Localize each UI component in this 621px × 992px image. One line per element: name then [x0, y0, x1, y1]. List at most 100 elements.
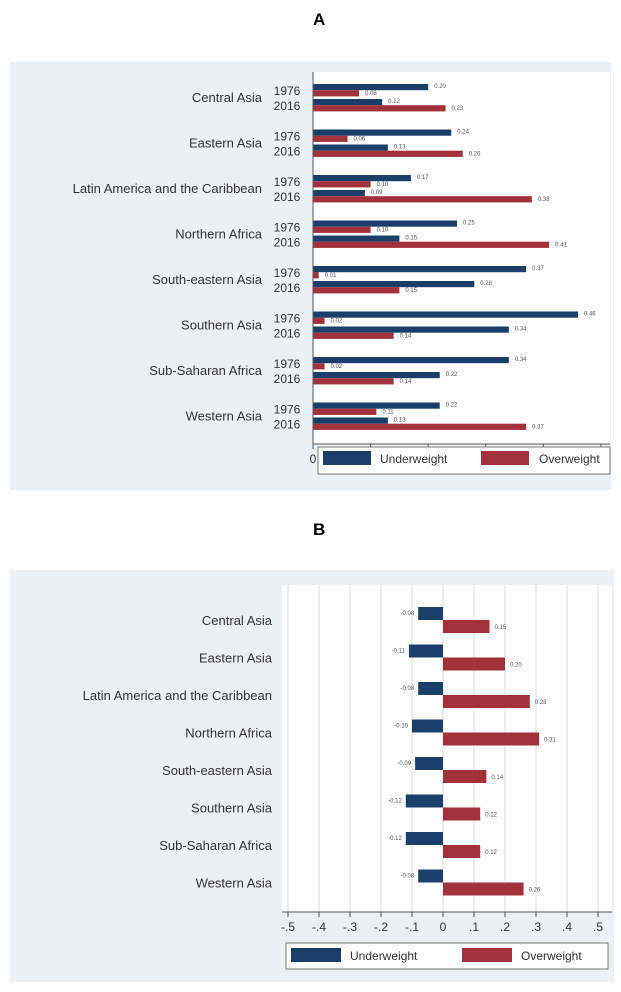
bar-underweight-2016	[313, 144, 388, 151]
year-label: 2016	[274, 281, 301, 295]
bar-underweight-1976	[313, 129, 452, 136]
bar-overweight-1976	[313, 363, 325, 370]
x-tick-label: -.3	[343, 920, 357, 934]
value-label: 0.41	[555, 243, 567, 249]
value-label: -0.08	[401, 874, 415, 880]
value-label: 0.14	[400, 379, 412, 385]
bar-overweight-2016	[313, 150, 463, 157]
bar-underweight-change	[418, 607, 443, 620]
value-label: 0.37	[532, 425, 544, 431]
bar-overweight-change	[443, 657, 505, 671]
year-label: 2016	[274, 99, 301, 113]
year-label: 1976	[274, 312, 301, 326]
value-label: -0.11	[392, 649, 406, 655]
category-label: Latin America and the Caribbean	[83, 688, 272, 703]
x-tick-label: -.1	[405, 920, 419, 934]
legend-label-overweight: Overweight	[521, 949, 582, 963]
bar-overweight-change	[443, 695, 530, 708]
value-label: -0.09	[397, 761, 411, 767]
category-label: Central Asia	[192, 90, 263, 105]
year-label: 1976	[274, 175, 301, 189]
x-tick-label: -.2	[374, 920, 388, 934]
bar-underweight-2016	[313, 99, 383, 106]
value-label: -0.12	[388, 799, 402, 805]
value-label: 0.20	[434, 84, 446, 90]
value-label: 0.28	[480, 281, 492, 287]
chart-b: Central Asia -0.08 0.15 Eastern Asia -0.11 0.…	[10, 570, 614, 982]
value-label: -0.08	[401, 686, 415, 692]
value-label: -0.10	[394, 724, 408, 730]
value-label: 0.20	[510, 663, 522, 669]
value-label: 0.26	[469, 152, 481, 158]
category-label: Western Asia	[186, 409, 263, 424]
value-label: 0.14	[491, 775, 503, 781]
bar-underweight-1976	[313, 175, 411, 182]
year-label: 2016	[274, 190, 301, 204]
value-label: 0.14	[400, 334, 412, 340]
year-label: 2016	[274, 236, 301, 250]
bar-underweight-change	[415, 757, 443, 770]
bar-overweight-1976	[313, 135, 348, 142]
value-label: -0.08	[401, 611, 415, 617]
x-tick-label: 0	[310, 452, 317, 466]
legend-swatch-underweight	[323, 451, 371, 465]
x-tick-label: -.4	[312, 920, 326, 934]
category-label: Latin America and the Caribbean	[73, 181, 262, 196]
year-label: 1976	[274, 221, 301, 235]
category-label: Sub-Saharan Africa	[159, 838, 273, 853]
bar-overweight-2016	[313, 332, 394, 339]
bar-underweight-1976	[313, 220, 457, 227]
value-label: 0.15	[405, 288, 417, 294]
bar-overweight-change	[443, 732, 540, 746]
value-label: 0.34	[515, 357, 527, 363]
bar-overweight-change	[443, 620, 490, 633]
value-label: 0.23	[451, 106, 463, 112]
bar-underweight-2016	[313, 372, 440, 379]
chart-b-plot-area	[282, 585, 612, 912]
bar-overweight-2016	[313, 105, 446, 112]
category-label: Sub-Saharan Africa	[149, 363, 263, 378]
value-label: 0.12	[485, 850, 497, 856]
legend-swatch-overweight	[481, 451, 529, 465]
legend-swatch-underweight	[291, 948, 341, 962]
year-label: 2016	[274, 418, 301, 432]
bar-overweight-2016	[313, 423, 527, 430]
value-label: 0.28	[535, 700, 547, 706]
year-label: 2016	[274, 145, 301, 159]
value-label: 0.22	[446, 403, 458, 409]
bar-underweight-1976	[313, 402, 440, 409]
bar-underweight-change	[418, 682, 443, 695]
value-label: 0.10	[377, 228, 389, 234]
bar-underweight-change	[418, 869, 443, 883]
value-label: 0.06	[354, 137, 366, 143]
value-label: 0.34	[515, 327, 527, 333]
bar-underweight-2016	[313, 281, 475, 288]
x-tick-label: 0	[440, 920, 447, 934]
year-label: 1976	[274, 84, 301, 98]
bar-overweight-1976	[313, 317, 325, 324]
value-label: 0.08	[365, 91, 377, 97]
panel-b-letter: B	[313, 520, 326, 539]
value-label: 0.02	[331, 364, 343, 370]
bar-underweight-change	[412, 719, 443, 733]
bar-underweight-1976	[313, 84, 429, 91]
value-label: -0.12	[388, 836, 402, 842]
bar-underweight-change	[405, 794, 443, 808]
year-label: 2016	[274, 327, 301, 341]
category-label: Southern Asia	[191, 801, 273, 816]
bar-overweight-1976	[313, 181, 371, 188]
bar-underweight-1976	[313, 311, 578, 318]
bar-overweight-2016	[313, 241, 550, 248]
bar-overweight-2016	[313, 196, 532, 203]
bar-overweight-change	[443, 770, 487, 783]
category-label: Eastern Asia	[189, 136, 263, 151]
x-tick-label: .3	[531, 920, 541, 934]
bar-underweight-change	[408, 644, 443, 658]
bar-underweight-change	[405, 832, 443, 845]
x-tick-label: .5	[593, 920, 603, 934]
year-label: 1976	[274, 357, 301, 371]
value-label: 0.25	[463, 221, 475, 227]
category-label: Western Asia	[196, 876, 273, 891]
bar-overweight-2016	[313, 378, 394, 385]
bar-overweight-1976	[313, 90, 360, 97]
